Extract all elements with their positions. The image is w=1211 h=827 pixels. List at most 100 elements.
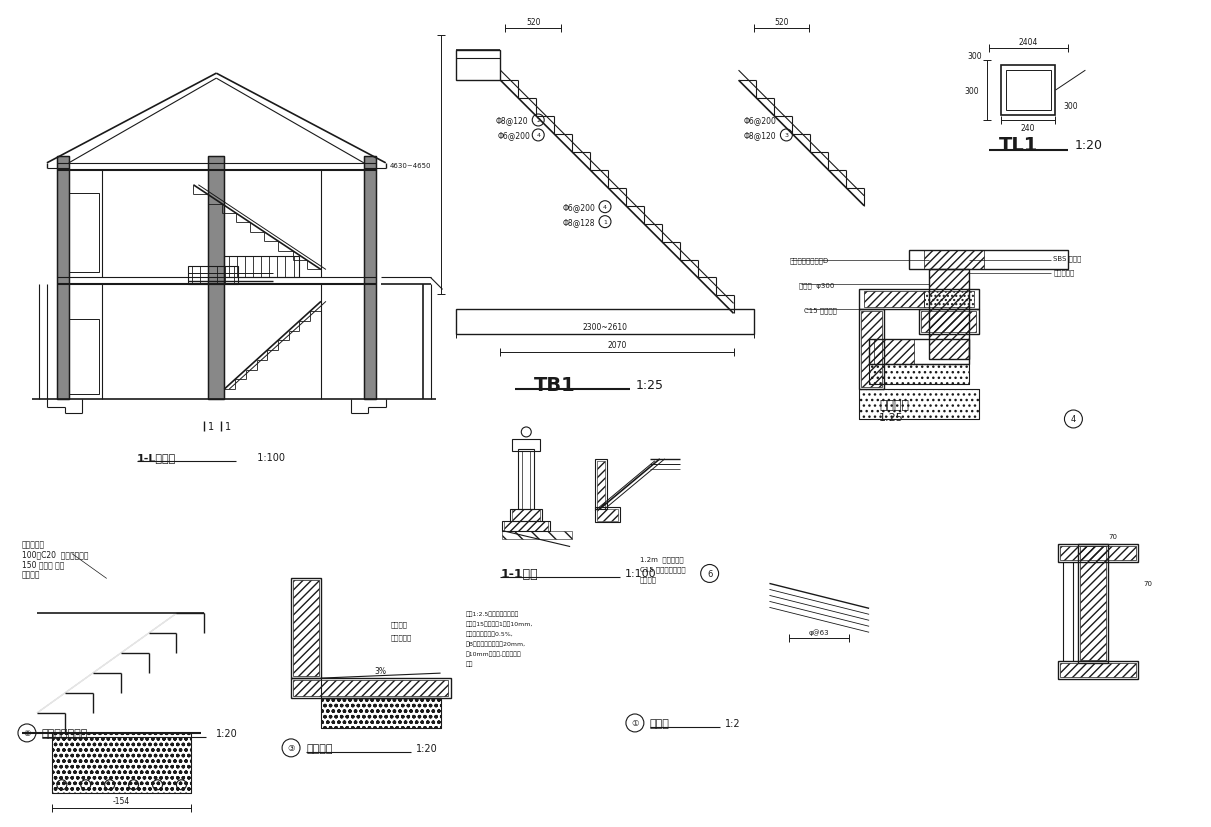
Text: 在B与墙面相交处留宽20mm,: 在B与墙面相交处留宽20mm, [465,641,526,646]
Text: 1:100: 1:100 [251,452,286,462]
Text: 520: 520 [526,18,540,26]
Bar [859,390,978,419]
Bar [924,292,974,308]
Bar [503,531,572,539]
Bar [510,509,543,521]
Text: 采用1:2.5水泥沙浆面层防裂: 采用1:2.5水泥沙浆面层防裂 [465,611,518,616]
Text: SBS 防水层: SBS 防水层 [1054,255,1081,261]
Polygon shape [36,614,205,713]
Bar [518,449,534,509]
Text: 坡度要求: 坡度要求 [639,576,656,582]
Bar [522,452,530,509]
Text: 4630~4650: 4630~4650 [390,163,431,169]
Text: 1-1剪面: 1-1剪面 [500,567,538,581]
Text: 1:100: 1:100 [625,569,656,579]
Bar [929,270,969,360]
Bar [924,251,983,270]
Text: 240: 240 [1021,124,1035,133]
Text: 520: 520 [774,18,788,26]
Bar [69,194,99,273]
Bar [1058,544,1138,562]
Bar [208,156,224,399]
Text: 1:20: 1:20 [415,743,437,753]
Bar [455,51,500,81]
Bar [595,507,620,522]
Text: 混凝土面层: 混凝土面层 [22,539,45,548]
Text: 2070: 2070 [607,341,626,349]
Bar [321,698,441,728]
Text: 附加增设层: 附加增设层 [1054,269,1074,275]
Text: -154: -154 [113,796,131,805]
Bar [291,678,450,698]
Bar [52,733,191,793]
Bar [512,439,540,452]
Text: 坡度符合设计要求0.5%,: 坡度符合设计要求0.5%, [465,631,513,636]
Bar [293,681,448,696]
Bar [859,310,884,390]
Text: 深10mm的凹槽,嵌填泡沫棒: 深10mm的凹槽,嵌填泡沫棒 [465,651,521,656]
Bar [503,521,550,531]
Bar [512,509,540,521]
Text: 散水大样: 散水大样 [306,743,333,753]
Text: 3%: 3% [374,666,386,675]
Text: 100厚C20  混凝土挡脚踢: 100厚C20 混凝土挡脚踢 [22,549,88,558]
Bar [909,251,1068,270]
Text: 泻水大样: 泻水大样 [879,398,909,411]
Text: 用细石15混凝土当1倒角10mm,: 用细石15混凝土当1倒角10mm, [465,621,533,626]
Bar [859,390,978,419]
Bar [869,340,969,365]
Text: 1:2: 1:2 [724,718,740,728]
Text: 2: 2 [536,118,540,123]
Bar [919,310,978,335]
Text: 4: 4 [603,205,607,210]
Text: ③: ③ [287,743,294,753]
Text: Φ6@200: Φ6@200 [498,131,530,141]
Text: 6: 6 [707,569,712,578]
Bar [208,156,224,399]
Text: 1:20: 1:20 [1074,139,1102,152]
Text: 平整施工缝: 平整施工缝 [391,633,412,640]
Bar [597,461,606,509]
Bar [1080,546,1107,661]
Text: 300: 300 [964,87,978,95]
Text: 70: 70 [1109,533,1118,539]
Text: 1: 1 [225,422,231,432]
Text: 1: 1 [603,220,607,225]
Text: ②: ② [23,729,30,738]
Bar [1000,66,1056,116]
Text: 1.2m  双坡向木层: 1.2m 双坡向木层 [639,556,683,562]
Text: 屋脊材: 屋脊材 [650,718,670,728]
Text: 室外台阶剪面图: 室外台阶剪面图 [42,728,88,738]
Bar [869,365,969,385]
Text: Φ8@120: Φ8@120 [495,117,528,126]
Text: ①: ① [631,719,638,728]
Text: 水泥钉  φ300: 水泥钉 φ300 [799,282,834,289]
Text: φ@63: φ@63 [809,629,830,635]
Bar [291,579,321,678]
Text: 2404: 2404 [1018,38,1038,46]
Text: 150 细砂垫 素垫: 150 细砂垫 素垫 [22,559,64,568]
Text: 嵌缝: 嵌缝 [465,661,474,667]
Bar [504,521,549,531]
Text: TB1: TB1 [534,375,576,394]
Text: 4: 4 [536,133,540,138]
Bar [363,156,375,399]
Text: 3: 3 [785,133,788,138]
Text: 300: 300 [968,51,982,60]
Bar [1061,546,1136,560]
Bar [920,312,976,333]
Text: 1:25: 1:25 [636,378,664,391]
Bar [52,733,191,793]
Text: Φ8@120: Φ8@120 [744,131,776,141]
Bar [363,156,375,399]
Text: 70: 70 [1143,581,1153,586]
Text: 1: 1 [208,422,214,432]
Text: 300: 300 [1063,102,1078,110]
Bar [57,156,69,399]
Text: 高分子密封料嵌缝D: 高分子密封料嵌缝D [790,257,828,264]
Bar [595,459,607,509]
Text: 2300~2610: 2300~2610 [582,323,627,332]
Bar [1005,71,1050,111]
Text: 1:25: 1:25 [879,413,903,423]
Text: Φ6@200: Φ6@200 [562,203,595,212]
